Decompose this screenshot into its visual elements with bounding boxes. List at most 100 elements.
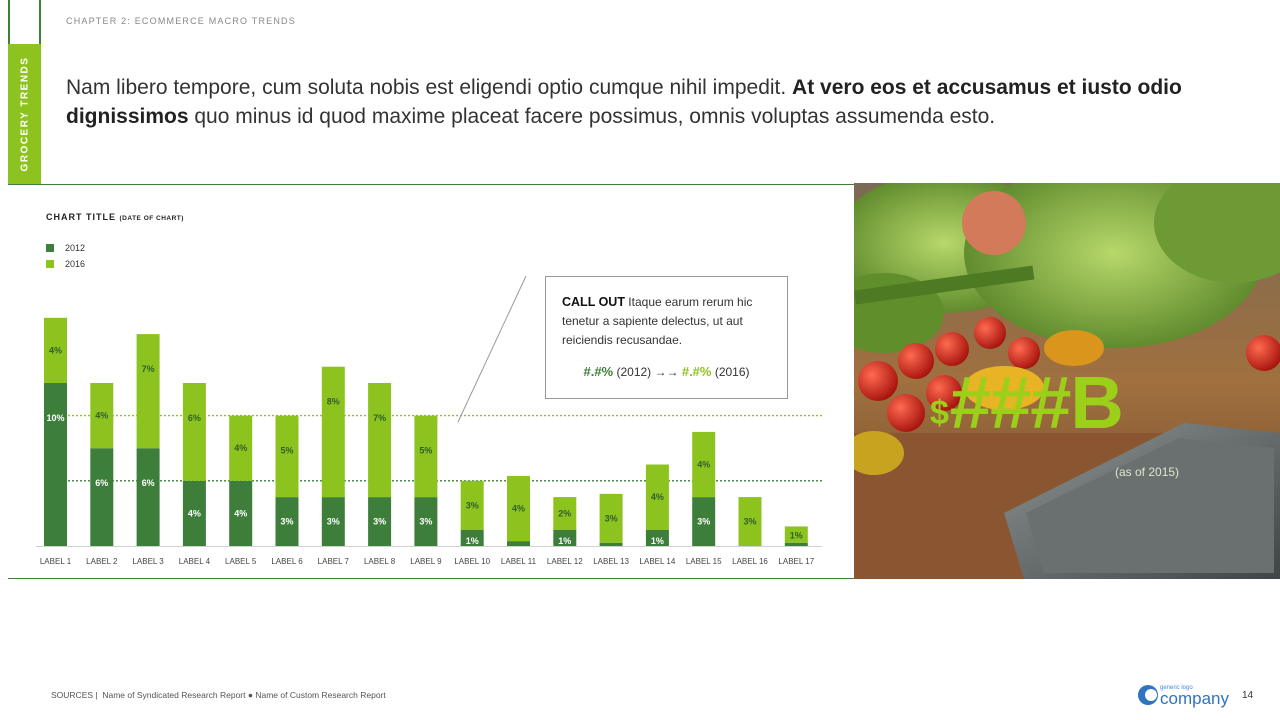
- bar-2016-16: [738, 497, 762, 546]
- bar-2016-15: [692, 431, 716, 498]
- chart-title: CHART TITLE (DATE OF CHART): [46, 212, 184, 222]
- logo-small-text: generic logo: [1160, 685, 1193, 691]
- bar-2016-5: [229, 415, 253, 481]
- data-label-2016-6: 5%: [280, 446, 293, 456]
- x-tick-label-17: LABEL 17: [778, 557, 814, 566]
- x-tick-label-14: LABEL 14: [640, 557, 676, 566]
- x-tick-label-11: LABEL 11: [501, 557, 537, 566]
- bar-2012-11: [507, 541, 530, 546]
- bar-2016-17: [784, 526, 808, 543]
- x-tick-label-13: LABEL 13: [593, 557, 629, 566]
- callout-value-2012: #.#%: [583, 364, 614, 379]
- bar-2012-6: [275, 497, 299, 546]
- data-label-2012-15: 3%: [697, 517, 710, 527]
- legend-swatch-2012: [46, 244, 54, 252]
- callout-body: Itaque earum rerum hic tenetur a sapient…: [562, 295, 753, 347]
- x-tick-label-12: LABEL 12: [547, 557, 583, 566]
- bar-2012-17: [784, 542, 808, 546]
- callout-label-2012: (2012): [616, 365, 652, 379]
- data-label-2012-1: 10%: [46, 413, 64, 423]
- bar-2012-13: [599, 542, 623, 546]
- x-tick-label-5: LABEL 5: [225, 557, 257, 566]
- legend-label-2012: 2012: [65, 243, 86, 253]
- legend-item-2012: 2012: [46, 240, 85, 256]
- side-accent-bar: [8, 0, 41, 44]
- data-label-2012-4: 4%: [188, 508, 201, 518]
- sources: SOURCES | Name of Syndicated Research Re…: [51, 690, 386, 700]
- callout-text: CALL OUT Itaque earum rerum hic tenetur …: [562, 293, 771, 350]
- bar-2016-6: [275, 415, 299, 498]
- x-tick-label-15: LABEL 15: [686, 557, 722, 566]
- bar-2016-1: [44, 317, 67, 383]
- x-tick-label-1: LABEL 1: [40, 557, 72, 566]
- photo-illustration: [854, 183, 1280, 579]
- stacked-bar-chart: 10% 4% LABEL 1 6% 4% LABEL 2 6% 7% LABEL 3 4% 6% LA…: [36, 317, 822, 566]
- logo-big-text: company: [1160, 689, 1229, 708]
- arrow-icon: →→: [654, 365, 679, 379]
- data-label-2012-2: 6%: [95, 478, 108, 488]
- data-label-2012-3: 6%: [142, 478, 155, 488]
- x-tick-label-7: LABEL 7: [318, 557, 350, 566]
- x-tick-label-2: LABEL 2: [86, 557, 118, 566]
- x-tick-label-16: LABEL 16: [732, 557, 768, 566]
- x-tick-label-9: LABEL 9: [410, 557, 442, 566]
- page-number: 14: [1242, 690, 1254, 701]
- data-label-2016-11: 4%: [512, 504, 525, 514]
- sources-text: Name of Syndicated Research Report ● Nam…: [102, 690, 386, 700]
- company-logo: generic logo company: [1136, 682, 1236, 708]
- legend-label-2016: 2016: [65, 259, 86, 269]
- bar-2016-9: [414, 415, 438, 498]
- bar-2012-10: [460, 529, 484, 546]
- data-label-2012-9: 3%: [419, 517, 432, 527]
- data-label-2016-1: 4%: [49, 345, 62, 355]
- data-label-2016-17: 1%: [790, 530, 803, 540]
- data-label-2012-10: 1%: [466, 536, 479, 546]
- data-label-2012-8: 3%: [373, 517, 386, 527]
- bar-2012-7: [321, 497, 345, 546]
- stat-value: $###B: [930, 361, 1124, 444]
- chart-title-text: CHART TITLE: [46, 212, 116, 222]
- callout-value-2016: #.#%: [681, 364, 712, 379]
- data-label-2016-3: 7%: [142, 364, 155, 374]
- bar-2016-8: [368, 383, 392, 498]
- bar-2016-3: [136, 334, 160, 449]
- bar-2016-10: [460, 480, 484, 530]
- bar-2012-5: [229, 480, 253, 546]
- x-tick-label-8: LABEL 8: [364, 557, 396, 566]
- data-label-2012-5: 4%: [234, 508, 247, 518]
- headline-text-1: Nam libero tempore, cum soluta nobis est…: [66, 76, 793, 99]
- logo-mark-icon: [1138, 685, 1158, 705]
- bar-2012-12: [553, 529, 577, 546]
- callout-comparison: #.#% (2012) →→ #.#% (2016): [562, 362, 771, 382]
- data-label-2016-7: 8%: [327, 397, 340, 407]
- legend-item-2016: 2016: [46, 256, 85, 272]
- vegetables-tablet-photo: [854, 183, 1280, 579]
- data-label-2016-2: 4%: [95, 411, 108, 421]
- data-label-2016-14: 4%: [651, 492, 664, 502]
- chapter-title: CHAPTER 2: ECOMMERCE MACRO TRENDS: [66, 16, 296, 26]
- headline-bold: At vero eos et accusamus et iusto odio d…: [66, 76, 1182, 128]
- chart-subtitle: (DATE OF CHART): [119, 215, 184, 222]
- bar-2012-3: [136, 448, 160, 546]
- data-label-2016-8: 7%: [373, 413, 386, 423]
- stat-number: ###B: [949, 361, 1124, 444]
- x-tick-label-3: LABEL 3: [132, 557, 164, 566]
- bar-2016-11: [507, 475, 530, 542]
- x-tick-label-10: LABEL 10: [454, 557, 490, 566]
- bar-2012-8: [368, 497, 392, 546]
- data-label-2012-6: 3%: [280, 517, 293, 527]
- bottom-divider: [8, 578, 854, 579]
- data-label-2012-14: 1%: [651, 536, 664, 546]
- data-label-2016-12: 2%: [558, 508, 571, 518]
- data-label-2016-15: 4%: [697, 460, 710, 470]
- data-label-2012-12: 1%: [558, 536, 571, 546]
- data-label-2016-9: 5%: [419, 446, 432, 456]
- x-tick-label-4: LABEL 4: [179, 557, 211, 566]
- callout-label-2016: (2016): [714, 365, 750, 379]
- bar-2012-15: [692, 497, 716, 546]
- bar-2012-4: [182, 480, 206, 546]
- x-tick-label-6: LABEL 6: [271, 557, 303, 566]
- callout-title: CALL OUT: [562, 295, 625, 309]
- bar-2012-9: [414, 497, 438, 546]
- callout-box: CALL OUT Itaque earum rerum hic tenetur …: [545, 276, 788, 399]
